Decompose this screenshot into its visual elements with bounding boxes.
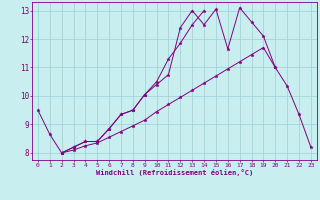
X-axis label: Windchill (Refroidissement éolien,°C): Windchill (Refroidissement éolien,°C)	[96, 169, 253, 176]
